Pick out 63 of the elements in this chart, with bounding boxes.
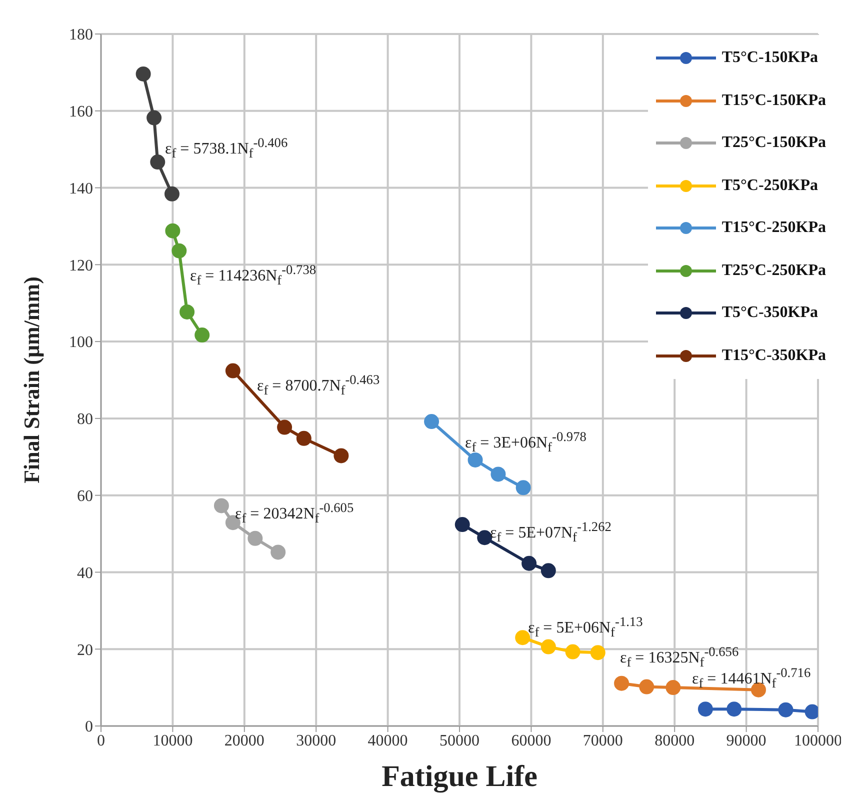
point [778,702,794,718]
y-tick-label: 160 [69,104,93,121]
x-tick-label: 0 [97,732,105,750]
y-tick-label: 140 [69,180,93,198]
point [150,154,166,170]
point [194,328,210,343]
legend-label: T5°C-250KPa [722,176,818,195]
y-tick-label: 60 [77,488,93,506]
x-tick-label: 40000 [368,732,408,750]
point [565,644,580,660]
x-tick-label: 70000 [582,732,623,750]
y-tick-label: 20 [77,642,93,659]
point [614,676,630,691]
y-tick-label: 80 [77,411,93,428]
legend-label: T5°C-150KPa [722,49,818,68]
point [180,304,195,320]
legend-label: T15°C-150KPa [722,92,826,110]
x-tick-label: 50000 [440,732,480,750]
point [454,517,470,532]
point [590,645,606,660]
point [515,630,530,646]
point [522,556,537,571]
point [277,420,292,435]
y-tick-label: 180 [69,26,93,44]
legend-label: T25°C-250KPa [722,262,826,280]
point [490,466,506,482]
point [540,639,556,654]
point [698,702,713,717]
x-tick-label: 60000 [511,732,552,750]
x-tick-label: 90000 [726,732,766,750]
x-tick-label: 20000 [224,732,264,750]
point [165,223,180,238]
y-tick-label: 100 [69,334,93,352]
point [164,186,180,202]
point [296,430,312,446]
y-tick-label: 40 [77,564,93,582]
point [334,448,349,464]
x-tick-label: 10000 [152,732,193,750]
point [172,243,187,258]
x-tick-label: 80000 [654,732,695,750]
y-axis-title: Final Strain (μm/mm) [18,276,44,484]
point [248,530,263,546]
point [225,363,240,378]
point [726,702,742,717]
y-tick-label: 0 [85,718,93,736]
y-tick-label: 120 [69,257,93,274]
point [666,680,681,696]
legend-label: T25°C-150KPa [722,134,826,152]
x-tick-label: 30000 [296,732,336,750]
x-axis-title: Fatigue Life [382,760,538,793]
legend-label: T5°C-350KPa [722,304,818,322]
legend-label: T15°C-350KPa [722,346,826,365]
point [146,110,162,126]
point [424,414,440,430]
legend-label: T15°C-250KPa [722,219,826,238]
point [639,679,654,694]
point [477,530,492,546]
point [468,452,483,468]
point [136,66,151,82]
point [270,544,286,560]
point [214,498,229,514]
point [516,480,531,496]
point [540,563,556,578]
